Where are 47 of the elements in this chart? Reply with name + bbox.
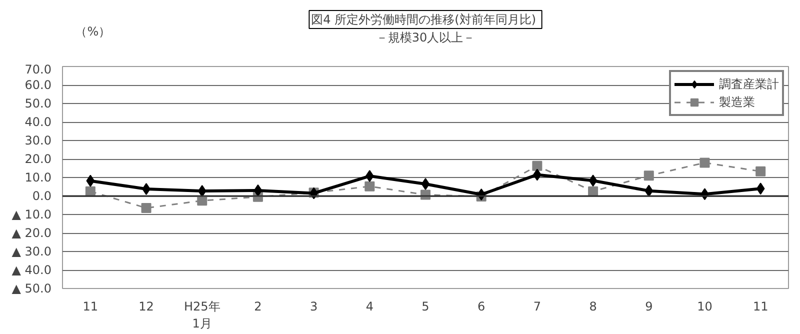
x-tick-label: 9 bbox=[645, 300, 653, 314]
point bbox=[198, 185, 206, 198]
x-tick-label: H25年 1月 bbox=[184, 300, 220, 330]
point bbox=[532, 160, 542, 171]
x-tick-label: 4 bbox=[366, 300, 374, 314]
legend-label: 調査産業計 bbox=[719, 76, 779, 92]
x-tick-label: 11 bbox=[82, 300, 98, 314]
y-tick-label: 70.0 bbox=[24, 62, 52, 76]
point bbox=[588, 174, 598, 187]
x-tick-label: 6 bbox=[478, 300, 486, 314]
y-tick-label: 10.0 bbox=[24, 170, 52, 184]
x-tick-label: 11 bbox=[752, 300, 768, 314]
point bbox=[421, 178, 430, 190]
y-tick-label: 20.0 bbox=[24, 152, 52, 166]
y-tick-label: 0.0 bbox=[32, 189, 52, 203]
y-tick-label: 60.0 bbox=[24, 78, 52, 92]
point bbox=[85, 186, 96, 196]
x-tick-label: 10 bbox=[697, 300, 712, 314]
point bbox=[588, 186, 598, 196]
chart-subtitle: －規模30人以上－ bbox=[376, 30, 476, 44]
legend-label: 製造業 bbox=[719, 94, 755, 110]
y-tick-label: ▲ 30.0 bbox=[12, 244, 52, 258]
point bbox=[756, 166, 766, 176]
point bbox=[756, 182, 765, 195]
point bbox=[364, 181, 375, 192]
point bbox=[254, 184, 262, 196]
y-tick-label: ▲ 40.0 bbox=[12, 263, 52, 277]
y-axis-title: （%） bbox=[75, 24, 111, 38]
x-tick-label: 5 bbox=[422, 300, 430, 314]
y-tick-label: 50.0 bbox=[24, 96, 52, 110]
point bbox=[365, 170, 374, 182]
point bbox=[86, 174, 95, 187]
point bbox=[700, 158, 710, 168]
point bbox=[644, 170, 654, 181]
x-tick-label: 2 bbox=[254, 300, 262, 314]
y-tick-label: ▲ 10.0 bbox=[12, 208, 52, 222]
x-tick-label: 12 bbox=[138, 300, 154, 314]
x-tick-label: 7 bbox=[533, 300, 542, 314]
chart-title: 図4 所定外労働時間の推移(対前年同月比) bbox=[311, 12, 536, 26]
y-tick-label: 40.0 bbox=[24, 115, 52, 129]
point bbox=[141, 203, 152, 214]
x-tick-label: 8 bbox=[589, 300, 597, 314]
x-tick-label: 3 bbox=[310, 300, 318, 314]
point bbox=[644, 184, 654, 197]
y-tick-label: ▲ 20.0 bbox=[12, 226, 52, 240]
y-tick-label: 30.0 bbox=[24, 134, 52, 148]
y-tick-label: ▲ 50.0 bbox=[12, 282, 52, 296]
